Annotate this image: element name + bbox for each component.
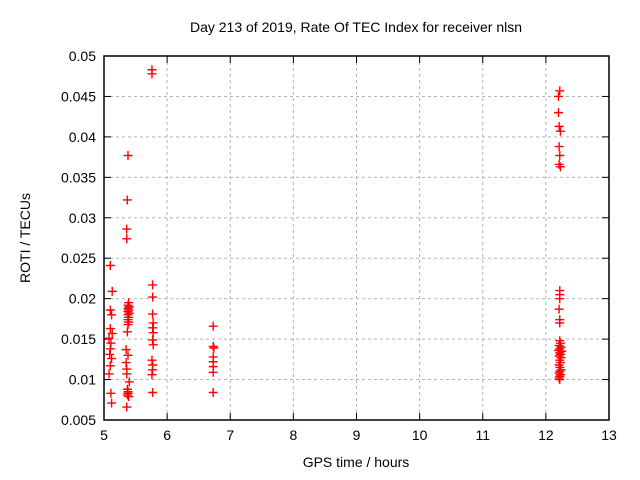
x-tick-label: 13 bbox=[601, 427, 617, 443]
data-point bbox=[122, 195, 132, 205]
chart-title: Day 213 of 2019, Rate Of TEC Index for r… bbox=[189, 19, 523, 35]
data-point bbox=[107, 310, 117, 320]
x-tick-label: 9 bbox=[353, 427, 361, 443]
data-point bbox=[209, 343, 219, 353]
data-point bbox=[148, 340, 158, 350]
data-point bbox=[148, 280, 158, 290]
y-tick-label: 0.05 bbox=[69, 48, 96, 64]
data-point bbox=[208, 367, 218, 377]
data-point bbox=[148, 387, 158, 397]
data-point bbox=[148, 292, 158, 302]
data-point bbox=[554, 159, 564, 169]
data-point bbox=[208, 387, 218, 397]
y-tick-label: 0.015 bbox=[61, 331, 96, 347]
x-axis-title: GPS time / hours bbox=[302, 454, 410, 470]
data-point bbox=[105, 349, 115, 359]
data-point bbox=[554, 91, 563, 101]
data-point bbox=[122, 234, 132, 244]
y-axis-title: ROTI / TECUs bbox=[17, 193, 33, 283]
x-tick-labels: 5 6 7 8 9 10 11 12 13 bbox=[100, 427, 617, 443]
x-tick-label: 10 bbox=[412, 427, 428, 443]
data-point bbox=[122, 402, 132, 412]
data-point bbox=[554, 121, 564, 131]
data-point bbox=[104, 369, 114, 379]
x-tick-label: 11 bbox=[475, 427, 490, 443]
x-tick-label: 6 bbox=[163, 427, 171, 443]
y-tick-label: 0.04 bbox=[69, 129, 96, 145]
y-tick-label: 0.035 bbox=[61, 169, 96, 185]
data-point bbox=[555, 375, 565, 385]
data-point bbox=[121, 345, 131, 355]
data-point bbox=[122, 327, 132, 337]
data-point bbox=[105, 324, 115, 334]
data-point bbox=[122, 224, 132, 234]
data-point bbox=[555, 318, 565, 328]
data-point bbox=[105, 305, 115, 315]
data-point bbox=[107, 328, 117, 338]
data-point bbox=[124, 377, 134, 387]
data-point bbox=[554, 304, 564, 314]
y-tick-labels: 0.005 0.01 0.015 0.02 0.025 0.03 0.035 0.04 0.04… bbox=[61, 48, 96, 428]
data-point bbox=[554, 142, 564, 152]
data-point bbox=[123, 150, 133, 160]
data-point bbox=[147, 370, 157, 380]
data-point bbox=[122, 390, 132, 400]
y-tick-label: 0.02 bbox=[69, 291, 96, 307]
data-point bbox=[148, 309, 158, 319]
data-point bbox=[107, 354, 117, 364]
data-point bbox=[123, 350, 133, 360]
data-point bbox=[555, 294, 565, 304]
data-point bbox=[555, 86, 565, 96]
y-tick-label: 0.01 bbox=[69, 372, 96, 388]
x-tick-label: 5 bbox=[100, 427, 108, 443]
data-point bbox=[104, 333, 114, 343]
y-tick-label: 0.045 bbox=[61, 88, 96, 104]
data-point bbox=[554, 108, 563, 118]
y-tick-label: 0.025 bbox=[61, 250, 96, 266]
data-point bbox=[208, 321, 218, 331]
data-point bbox=[555, 126, 565, 136]
x-tick-label: 7 bbox=[226, 427, 234, 443]
x-tick-label: 12 bbox=[538, 427, 554, 443]
data-point bbox=[122, 369, 132, 379]
y-tick-label: 0.03 bbox=[69, 210, 96, 226]
data-point bbox=[106, 388, 116, 398]
data-point bbox=[124, 392, 134, 402]
data-point bbox=[105, 261, 115, 271]
data-point bbox=[147, 69, 157, 79]
x-tick-label: 8 bbox=[289, 427, 297, 443]
data-point bbox=[555, 162, 565, 172]
grid-lines bbox=[104, 56, 609, 420]
data-points bbox=[104, 65, 567, 412]
data-point bbox=[105, 361, 115, 371]
data-point bbox=[107, 286, 117, 296]
axis-ticks bbox=[103, 55, 610, 421]
data-point bbox=[555, 150, 565, 160]
data-point bbox=[107, 398, 117, 408]
y-tick-label: 0.005 bbox=[61, 412, 96, 428]
